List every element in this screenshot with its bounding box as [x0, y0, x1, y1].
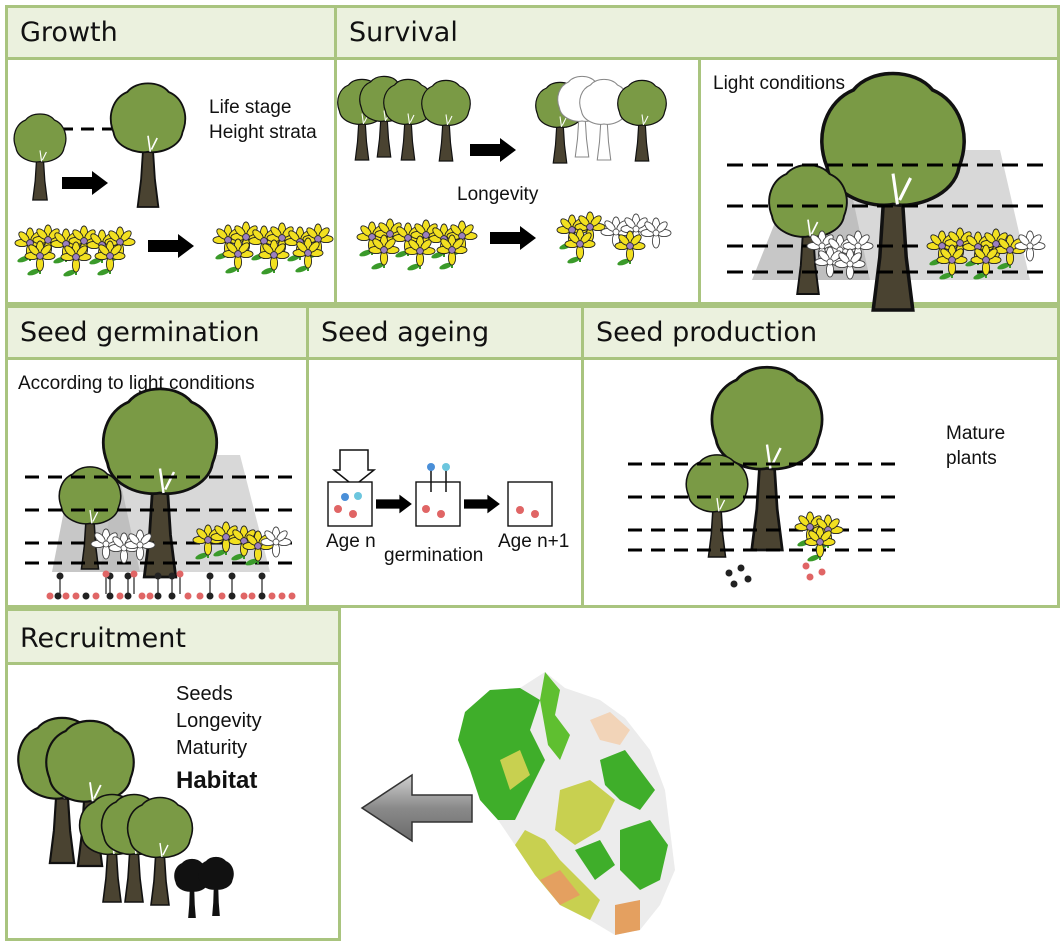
- survival-longevity-label: Longevity: [457, 184, 539, 205]
- germination-caption: According to light conditions: [18, 373, 255, 394]
- flower-row-left: [14, 224, 136, 279]
- seed-germination-header: Seed germination: [5, 305, 309, 360]
- recruitment-header: Recruitment: [5, 608, 341, 665]
- growth-header: Growth: [5, 5, 337, 60]
- seed-ageing-illustration: [327, 449, 553, 527]
- seed-ageing-header: Seed ageing: [306, 305, 584, 360]
- recruitment-longevity-label: Longevity: [176, 710, 262, 732]
- germination-label: germination: [384, 545, 484, 566]
- seed-production-illustration: [628, 365, 895, 588]
- age-n1-label: Age n+1: [498, 531, 570, 552]
- flower-row-survival-left: [356, 218, 478, 273]
- growth-illustration: [13, 82, 334, 279]
- light-conditions-illustration: [727, 71, 1046, 312]
- recruitment-seeds-label: Seeds: [176, 683, 233, 705]
- habitat-map: [458, 672, 675, 935]
- mature-label-line2: plants: [946, 448, 997, 469]
- survival-illustration: [337, 75, 672, 273]
- recruitment-habitat-label: Habitat: [176, 767, 258, 794]
- seed-production-header: Seed production: [581, 305, 1060, 360]
- growth-life-stage-label: Life stage: [209, 97, 292, 118]
- light-conditions-label: Light conditions: [713, 73, 846, 94]
- flower-row-survival-right: [556, 211, 672, 268]
- mature-label-line1: Mature: [946, 423, 1006, 444]
- survival-header: Survival: [334, 5, 1060, 60]
- age-n-label: Age n: [326, 531, 376, 552]
- recruitment-arrow-icon: [360, 773, 473, 843]
- growth-height-strata-label: Height strata: [209, 122, 317, 143]
- seed-bank-dots: [46, 570, 296, 600]
- flower-row-right: [212, 221, 334, 277]
- seed-germination-illustration: [25, 387, 296, 600]
- recruitment-maturity-label: Maturity: [176, 737, 248, 759]
